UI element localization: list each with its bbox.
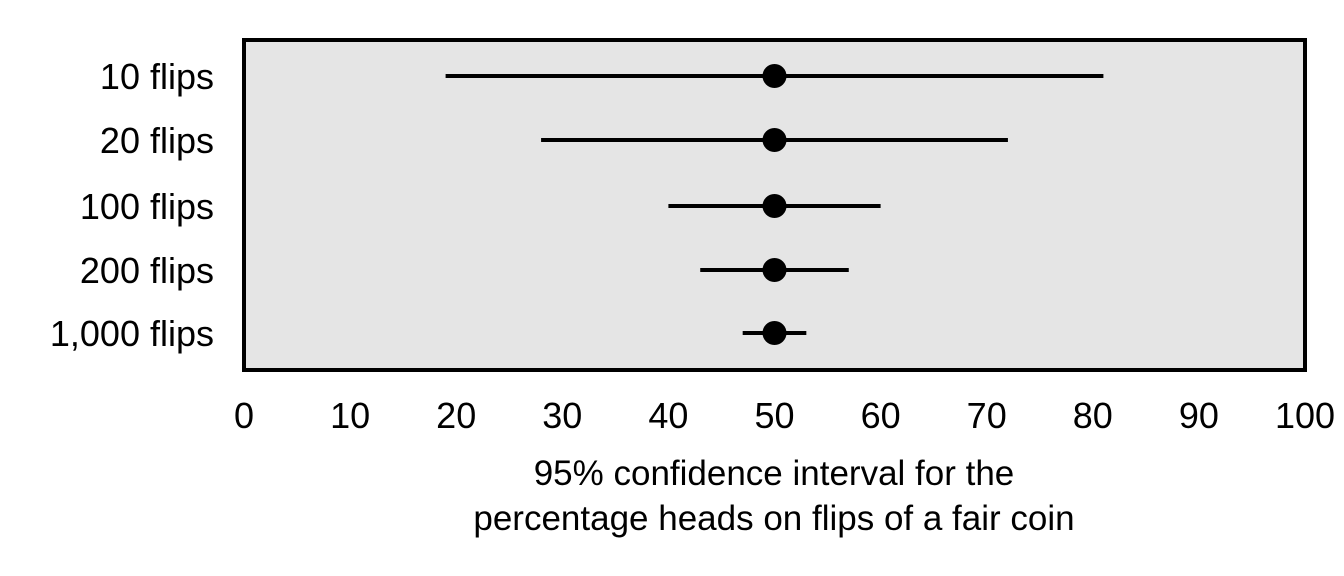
estimate-point: [762, 128, 787, 152]
x-axis-title-line-1: 95% confidence interval for the: [534, 454, 1015, 493]
x-tick-label: 90: [1179, 395, 1219, 436]
category-label: 1,000 flips: [50, 313, 214, 354]
x-tick-label: 50: [754, 395, 794, 436]
category-label: 100 flips: [80, 186, 214, 227]
category-label: 200 flips: [80, 250, 214, 291]
x-tick-label: 30: [542, 395, 582, 436]
category-label: 10 flips: [100, 56, 214, 97]
estimate-point: [762, 321, 787, 345]
interval-marks: [445, 64, 1104, 345]
x-tick-label: 70: [967, 395, 1007, 436]
x-tick-label: 60: [861, 395, 901, 436]
x-axis-tick-labels: 0 10 20 30 40 50 60 70 80 90 100: [234, 395, 1335, 436]
x-tick-label: 0: [234, 395, 254, 436]
estimate-point: [762, 258, 787, 282]
category-label: 20 flips: [100, 120, 214, 161]
x-tick-label: 100: [1275, 395, 1335, 436]
x-tick-label: 80: [1073, 395, 1113, 436]
estimate-point: [762, 64, 787, 88]
category-labels: 10 flips 20 flips 100 flips 200 flips 1,000 …: [50, 56, 214, 354]
estimate-point: [762, 194, 787, 218]
x-tick-label: 40: [648, 395, 688, 436]
x-axis-title-line-2: percentage heads on flips of a fair coin: [473, 499, 1074, 538]
x-tick-label: 20: [436, 395, 476, 436]
x-tick-label: 10: [330, 395, 370, 436]
